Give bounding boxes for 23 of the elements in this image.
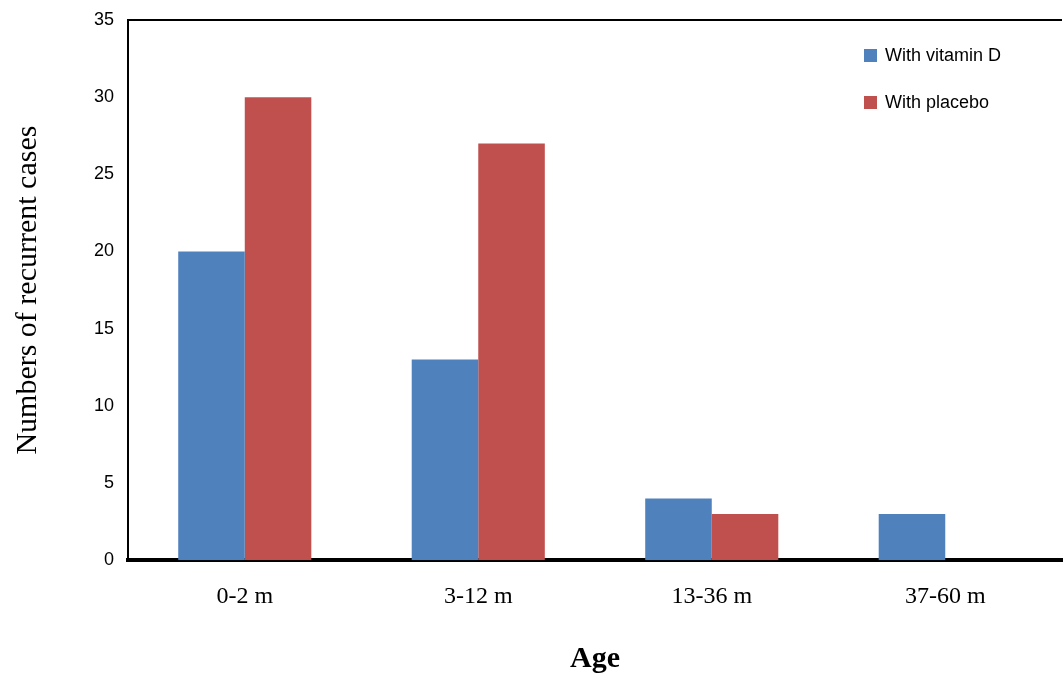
- y-tick-label: 25: [93, 163, 115, 184]
- x-tick-label: 13-36 m: [671, 581, 753, 608]
- y-tick-label: 5: [104, 472, 115, 492]
- x-tick-label: 37-60 m: [904, 581, 986, 608]
- bar: [411, 359, 479, 561]
- bar: [711, 513, 779, 561]
- y-tick-label: 35: [93, 8, 115, 29]
- bar: [478, 143, 545, 561]
- x-tick-label: 0-2 m: [216, 581, 274, 608]
- x-axis-title: Age: [570, 639, 620, 673]
- bar: [178, 251, 245, 561]
- bar: [645, 498, 712, 561]
- y-tick-label: 10: [93, 394, 115, 415]
- bar: [878, 513, 946, 561]
- y-tick-label: 15: [93, 317, 115, 338]
- y-tick-label: 30: [93, 86, 115, 107]
- x-tick-label: 3-12 m: [443, 581, 513, 608]
- bar: [244, 97, 312, 561]
- y-axis-title: Numbers of recurrent cases: [8, 125, 42, 455]
- y-tick-label: 20: [93, 240, 115, 261]
- legend-label: With vitamin D: [884, 44, 1001, 65]
- legend-label: With placebo: [884, 91, 990, 112]
- y-tick-label: 0: [104, 549, 115, 570]
